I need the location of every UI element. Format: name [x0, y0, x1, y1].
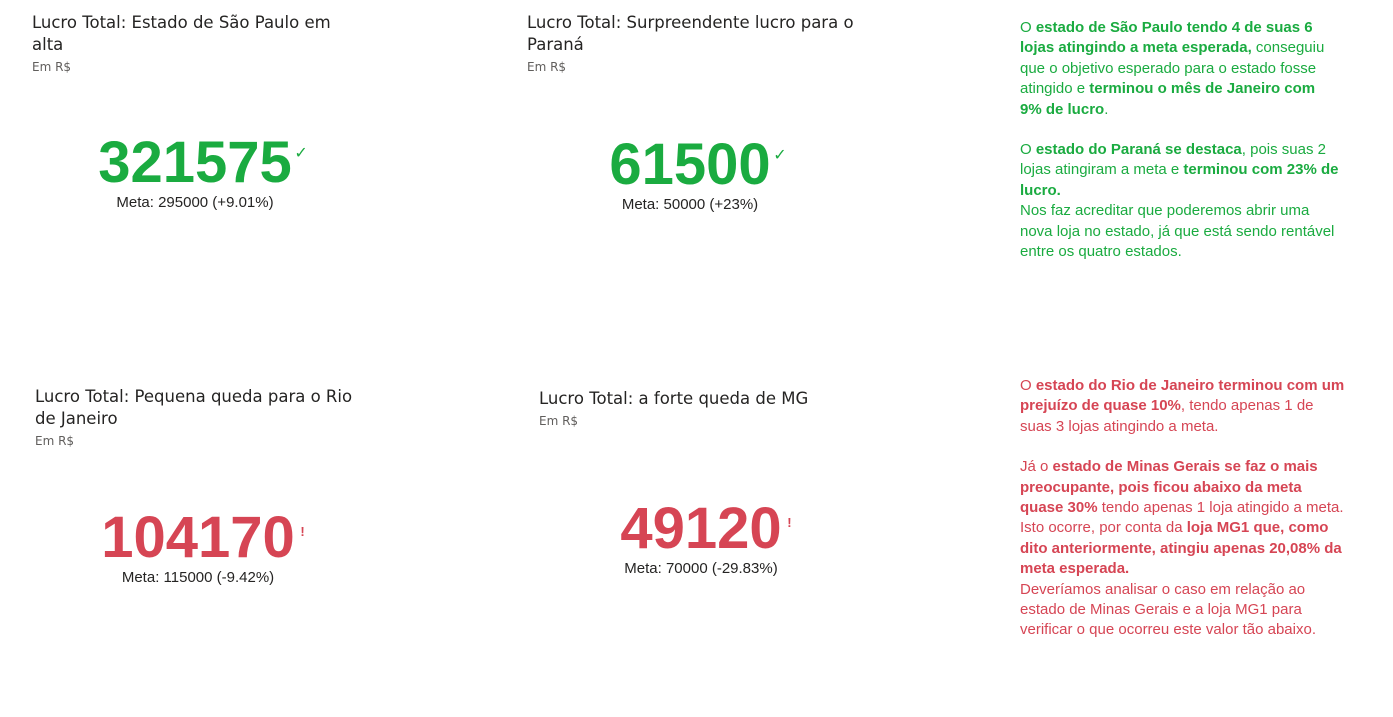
kpi-value-sao-paulo: 321575 ✓ Meta: 295000 (+9.01%)	[70, 133, 320, 213]
kpi-value-parana: 61500 ✓ Meta: 50000 (+23%)	[565, 135, 815, 215]
checkmark-icon: ✓	[294, 145, 308, 162]
kpi-goal: Meta: 115000 (-9.42%)	[121, 569, 275, 586]
kpi-goal: Meta: 70000 (-29.83%)	[624, 560, 778, 577]
note-text: , tendo apenas 1 de suas 3 lojas atingin…	[1020, 397, 1314, 435]
note-emphasis: terminou com 23% de lucro.	[1020, 161, 1339, 199]
kpi-card-parana[interactable]: Lucro Total: Surpreendente lucro para o …	[527, 12, 857, 74]
kpi-card-minas-gerais[interactable]: Lucro Total: a forte queda de MG Em R$	[539, 388, 869, 428]
note-paragraph: O estado do Paraná se destaca, pois suas…	[1020, 140, 1340, 201]
notes-positive: O estado de São Paulo tendo 4 de suas 6 …	[1020, 18, 1340, 262]
kpi-goal: Meta: 50000 (+23%)	[621, 196, 759, 213]
checkmark-icon: ✓	[773, 147, 787, 164]
kpi-value: 321575	[98, 130, 292, 195]
note-text: , pois suas 2 lojas atingiram a meta e	[1020, 141, 1326, 179]
note-emphasis: loja MG1 que, como dito anteriormente, a…	[1020, 519, 1342, 578]
card-subtitle: Em R$	[32, 60, 72, 74]
note-text: O	[1020, 19, 1036, 36]
kpi-value: 49120	[620, 496, 782, 561]
kpi-value: 104170	[101, 505, 295, 570]
note-text: Já o	[1020, 458, 1053, 476]
kpi-value-minas-gerais: 49120 ! Meta: 70000 (-29.83%)	[576, 499, 826, 579]
note-text: O	[1020, 377, 1036, 394]
card-subtitle: Em R$	[35, 434, 75, 448]
card-title: Lucro Total: Pequena queda para o Rio de…	[35, 387, 353, 428]
note-emphasis: estado de Minas Gerais se faz o mais pre…	[1020, 458, 1318, 517]
note-emphasis: estado de São Paulo tendo 4 de suas 6 lo…	[1020, 19, 1313, 57]
kpi-card-rio-de-janeiro[interactable]: Lucro Total: Pequena queda para o Rio de…	[35, 386, 365, 448]
card-subtitle: Em R$	[539, 414, 579, 428]
card-title: Lucro Total: Surpreendente lucro para o …	[527, 13, 854, 54]
card-title: Lucro Total: Estado de São Paulo em alta	[32, 13, 331, 54]
note-paragraph: Já o estado de Minas Gerais se faz o mai…	[1020, 457, 1345, 579]
note-paragraph: Nos faz acreditar que poderemos abrir um…	[1020, 201, 1340, 262]
note-text: Deveríamos analisar o caso em relação ao…	[1020, 580, 1316, 639]
note-text: .	[1104, 100, 1109, 118]
note-paragraph: O estado de São Paulo tendo 4 de suas 6 …	[1020, 18, 1340, 120]
exclamation-icon: !	[787, 515, 792, 530]
note-emphasis: estado do Rio de Janeiro terminou com um…	[1020, 377, 1345, 415]
note-text: conseguiu que o objetivo esperado para o…	[1020, 39, 1325, 98]
exclamation-icon: !	[300, 524, 305, 539]
note-text: Nos faz acreditar que poderemos abrir um…	[1020, 202, 1335, 261]
note-emphasis: estado do Paraná se destaca	[1035, 141, 1242, 159]
note-text: tendo apenas 1 loja atingido a meta. Ist…	[1020, 499, 1344, 537]
note-emphasis: terminou o mês de Janeiro com 9% de lucr…	[1020, 80, 1316, 118]
note-paragraph: O estado do Rio de Janeiro terminou com …	[1020, 376, 1345, 437]
note-text: O	[1020, 141, 1036, 159]
kpi-goal: Meta: 295000 (+9.01%)	[116, 194, 274, 211]
note-paragraph: Deveríamos analisar o caso em relação ao…	[1020, 580, 1345, 641]
card-subtitle: Em R$	[527, 60, 567, 74]
kpi-card-sao-paulo[interactable]: Lucro Total: Estado de São Paulo em alta…	[32, 12, 352, 74]
card-title: Lucro Total: a forte queda de MG	[539, 389, 809, 408]
notes-negative: O estado do Rio de Janeiro terminou com …	[1020, 376, 1345, 641]
kpi-value-rio-de-janeiro: 104170 ! Meta: 115000 (-9.42%)	[73, 508, 323, 588]
kpi-value: 61500	[609, 132, 771, 197]
